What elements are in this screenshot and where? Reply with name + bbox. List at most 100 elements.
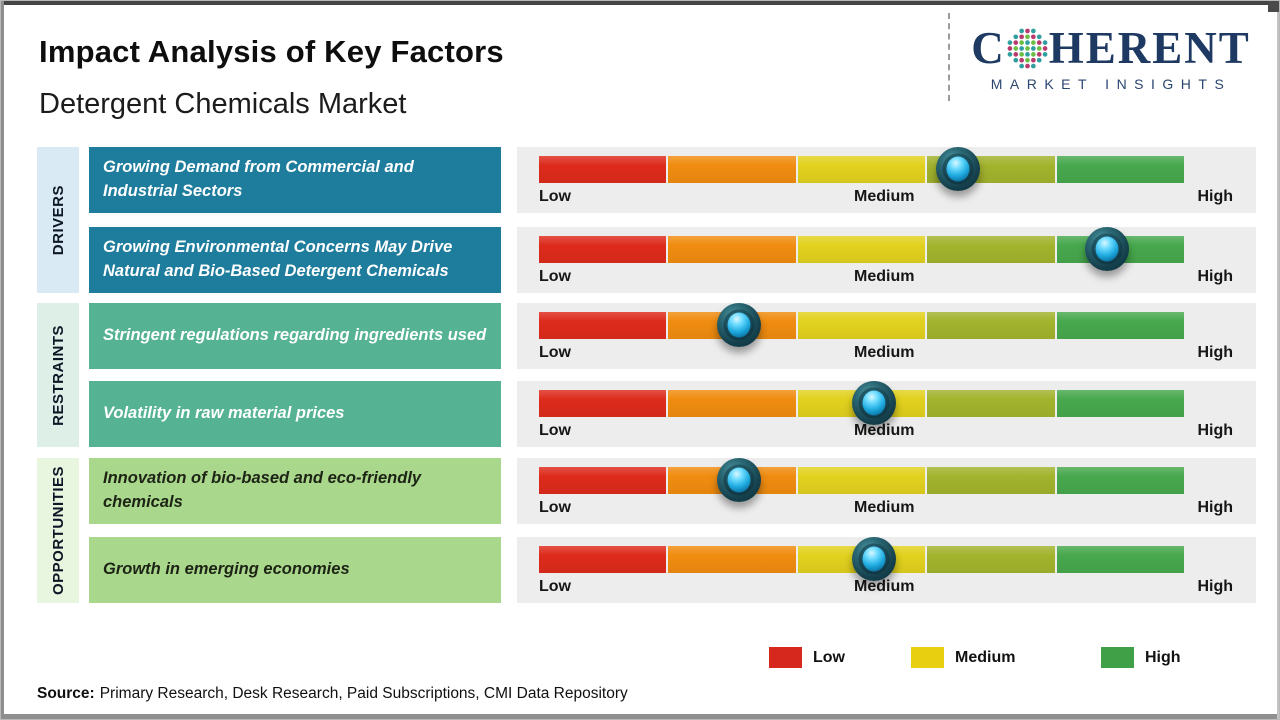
- category-strip: RESTRAINTS: [37, 303, 79, 447]
- factor-box: Growth in emerging economies: [89, 537, 501, 603]
- source-label: Source:: [37, 685, 95, 702]
- legend-label: High: [1145, 648, 1181, 666]
- scale-segment: [539, 312, 667, 339]
- scale-segment: [539, 156, 667, 183]
- scale-segment: [927, 546, 1055, 573]
- scale-label-medium: Medium: [854, 422, 915, 439]
- scale-label-low: Low: [539, 344, 571, 361]
- scale-labels: Low Medium High: [539, 578, 1233, 596]
- impact-marker-sphere: [716, 303, 761, 347]
- logo-wordmark: C HERENT: [961, 26, 1261, 71]
- factor-text: Growth in emerging economies: [103, 560, 350, 579]
- scale-segment: [1056, 390, 1185, 417]
- scale-labels: Low Medium High: [539, 188, 1233, 206]
- slide-corner-mark: [1268, 1, 1279, 12]
- factor-text: Volatility in raw material prices: [103, 404, 345, 423]
- legend-label: Low: [813, 648, 845, 666]
- legend-item: Medium: [911, 647, 1015, 668]
- legend-swatch: [911, 647, 944, 668]
- scale-label-medium: Medium: [854, 344, 915, 361]
- scale-labels: Low Medium High: [539, 268, 1233, 286]
- slide-left-edge: [1, 1, 4, 719]
- category-strip: OPPORTUNITIES: [37, 458, 79, 603]
- scale-segment: [539, 546, 667, 573]
- scale-label-high: High: [1197, 422, 1233, 439]
- impact-marker-sphere: [852, 537, 897, 581]
- scale-segment: [668, 390, 796, 417]
- impact-scale-bar: [539, 381, 1185, 425]
- scale-labels: Low Medium High: [539, 422, 1233, 440]
- scale-label-low: Low: [539, 578, 571, 595]
- impact-scale-bar: [539, 227, 1185, 271]
- factor-text: Growing Demand from Commercial and Indus…: [103, 158, 414, 200]
- scale-label-medium: Medium: [854, 188, 915, 205]
- scale-segment: [927, 467, 1055, 494]
- scale-segment: [927, 312, 1055, 339]
- scale-segment: [1056, 312, 1185, 339]
- logo-letter-c: C: [971, 23, 1006, 73]
- coherent-market-insights-logo: C HERENT MARKET INSIGHTS: [961, 26, 1261, 93]
- scale-segment: [539, 467, 667, 494]
- scale-label-high: High: [1197, 499, 1233, 516]
- factor-text: Growing Environmental Concerns May Drive…: [103, 238, 453, 280]
- factor-text: Stringent regulations regarding ingredie…: [103, 326, 487, 345]
- scale-segment: [539, 390, 667, 417]
- legend-label: Medium: [955, 648, 1016, 666]
- factor-text: Innovation of bio-based and eco-friendly…: [103, 469, 422, 511]
- scale-label-medium: Medium: [854, 499, 915, 516]
- factor-box: Innovation of bio-based and eco-friendly…: [89, 458, 501, 524]
- impact-scale-panel: Low Medium High: [517, 458, 1256, 524]
- factor-box: Growing Demand from Commercial and Indus…: [89, 147, 501, 213]
- scale-segment: [668, 236, 796, 263]
- slide-right-edge: [1277, 1, 1279, 719]
- scale-label-medium: Medium: [854, 578, 915, 595]
- source-note: Source: Primary Research, Desk Research, …: [37, 685, 628, 703]
- scale-segment: [797, 156, 926, 183]
- globe-dots-icon: [1007, 28, 1048, 69]
- scale-label-high: High: [1197, 578, 1233, 595]
- factor-box: Volatility in raw material prices: [89, 381, 501, 447]
- impact-scale-panel: Low Medium High: [517, 303, 1256, 369]
- scale-label-low: Low: [539, 499, 571, 516]
- legend-swatch: [1101, 647, 1134, 668]
- impact-marker-sphere: [936, 147, 981, 191]
- scale-segment: [1056, 467, 1185, 494]
- impact-scale-panel: Low Medium High: [517, 147, 1256, 213]
- category-label: RESTRAINTS: [49, 324, 67, 426]
- factor-box: Growing Environmental Concerns May Drive…: [89, 227, 501, 293]
- category-label: OPPORTUNITIES: [49, 465, 67, 595]
- legend-item: Low: [769, 647, 845, 668]
- header-dashed-divider: [948, 13, 950, 101]
- scale-label-low: Low: [539, 188, 571, 205]
- scale-segment: [539, 236, 667, 263]
- scale-label-high: High: [1197, 268, 1233, 285]
- impact-marker-sphere: [1084, 227, 1129, 271]
- scale-label-low: Low: [539, 422, 571, 439]
- legend-swatch: [769, 647, 802, 668]
- impact-marker-sphere: [716, 458, 761, 502]
- scale-segment: [668, 546, 796, 573]
- scale-labels: Low Medium High: [539, 499, 1233, 517]
- impact-scale-panel: Low Medium High: [517, 381, 1256, 447]
- impact-scale-bar: [539, 303, 1185, 347]
- impact-scale-bar: [539, 537, 1185, 581]
- impact-scale-panel: Low Medium High: [517, 537, 1256, 603]
- scale-segment: [927, 236, 1055, 263]
- scale-segment: [1056, 156, 1185, 183]
- scale-label-high: High: [1197, 344, 1233, 361]
- category-strip: DRIVERS: [37, 147, 79, 293]
- scale-label-low: Low: [539, 268, 571, 285]
- scale-segment: [797, 467, 926, 494]
- legend-item: High: [1101, 647, 1181, 668]
- logo-letters-herent: HERENT: [1048, 23, 1251, 73]
- scale-segment: [797, 236, 926, 263]
- scale-segment: [668, 156, 796, 183]
- factor-box: Stringent regulations regarding ingredie…: [89, 303, 501, 369]
- page-subtitle: Detergent Chemicals Market: [39, 88, 407, 120]
- impact-scale-bar: [539, 458, 1185, 502]
- impact-scale-bar: [539, 147, 1185, 191]
- page-title: Impact Analysis of Key Factors: [39, 34, 504, 69]
- slide-bottom-edge: [1, 714, 1279, 719]
- scale-labels: Low Medium High: [539, 344, 1233, 362]
